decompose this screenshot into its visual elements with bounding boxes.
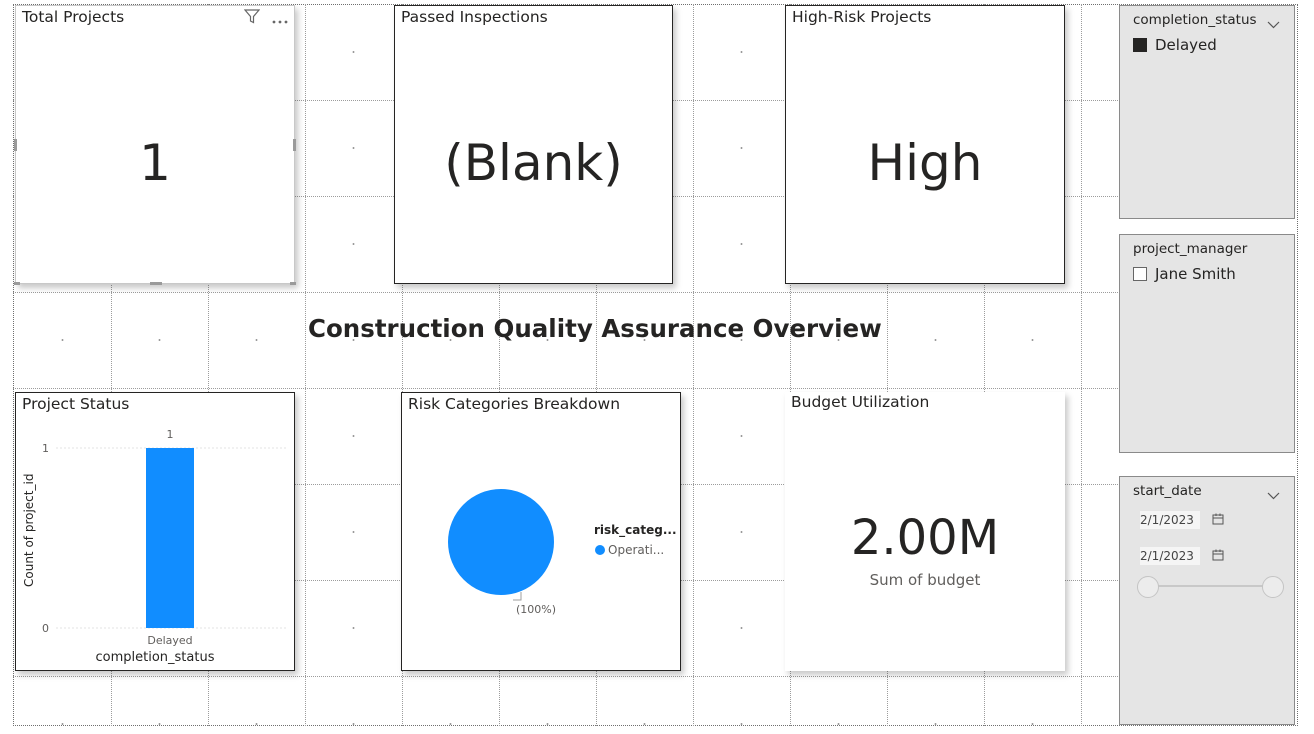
grid-line — [13, 292, 1118, 293]
grid-line — [887, 4, 888, 726]
high-risk-projects-card[interactable]: High-Risk Projects High — [785, 5, 1065, 284]
pie-data-label: (100%) — [516, 603, 557, 616]
card-value: 1 — [139, 134, 171, 192]
bar[interactable] — [146, 448, 194, 628]
slicer-option-jane-smith[interactable]: Jane Smith — [1133, 265, 1236, 283]
completion-status-slicer[interactable]: completion_status Delayed — [1119, 5, 1295, 219]
chevron-down-icon[interactable] — [1267, 14, 1280, 33]
pie-chart-svg — [448, 489, 554, 601]
budget-utilization-card[interactable]: Budget Utilization 2.00M Sum of budget — [785, 392, 1065, 671]
date-range-start-handle[interactable] — [1137, 576, 1159, 598]
calendar-icon[interactable] — [1212, 513, 1224, 528]
project-status-chart[interactable]: Project Status 0 1 1 Delayed Count of proje… — [15, 392, 295, 671]
chart-title: Project Status — [22, 395, 130, 413]
grid-line — [13, 676, 1118, 677]
project-manager-slicer[interactable]: project_manager Jane Smith — [1119, 234, 1295, 453]
card-caption: Sum of budget — [869, 571, 981, 589]
checkbox[interactable] — [1133, 38, 1147, 52]
card-title: Passed Inspections — [401, 8, 548, 26]
legend-item[interactable]: Operati... — [595, 543, 664, 557]
grid-line — [13, 388, 1118, 389]
total-projects-card[interactable]: Total Projects 1 — [14, 5, 296, 285]
start-date-slicer[interactable]: start_date 2/1/2023 2/1/2023 — [1119, 476, 1295, 725]
slicer-header: completion_status — [1133, 12, 1257, 28]
resize-handle[interactable] — [150, 282, 162, 285]
chart-title: Risk Categories Breakdown — [408, 395, 621, 413]
grid-line — [790, 4, 791, 726]
card-title: Total Projects — [22, 8, 125, 26]
legend-marker — [595, 545, 605, 555]
filter-icon[interactable] — [243, 9, 261, 28]
slicer-header: start_date — [1133, 483, 1202, 499]
slicer-option-label: Delayed — [1155, 36, 1217, 54]
more-options-icon[interactable] — [272, 9, 288, 28]
grid-line — [693, 4, 694, 726]
visual-header-tools — [243, 9, 288, 28]
card-title: Budget Utilization — [791, 393, 930, 411]
passed-inspections-card[interactable]: Passed Inspections (Blank) — [394, 5, 673, 284]
resize-handle[interactable] — [290, 282, 296, 285]
risk-categories-chart[interactable]: Risk Categories Breakdown (100%) risk_ca… — [401, 392, 681, 671]
page-border — [13, 4, 1298, 726]
date-range-end-handle[interactable] — [1262, 576, 1284, 598]
date-range-track[interactable] — [1148, 585, 1274, 587]
card-title: High-Risk Projects — [792, 8, 932, 26]
card-value: (Blank) — [444, 134, 623, 192]
checkbox[interactable] — [1133, 267, 1147, 281]
grid-line — [596, 4, 597, 726]
bar-data-label: 1 — [167, 428, 174, 441]
start-date-from[interactable]: 2/1/2023 — [1140, 511, 1224, 529]
slicer-option-label: Jane Smith — [1155, 265, 1236, 283]
legend-item-label: Operati... — [608, 543, 665, 557]
card-value: 2.00M — [850, 510, 1000, 566]
grid-line — [111, 4, 112, 726]
start-date-to[interactable]: 2/1/2023 — [1140, 547, 1224, 565]
grid-line — [208, 4, 209, 726]
slicer-header: project_manager — [1133, 241, 1248, 257]
bar-chart-svg: 0 1 1 Delayed — [42, 428, 286, 647]
calendar-icon[interactable] — [1212, 549, 1224, 564]
x-tick-label: Delayed — [147, 634, 192, 647]
date-to-value[interactable]: 2/1/2023 — [1140, 547, 1200, 565]
chevron-down-icon[interactable] — [1267, 485, 1280, 504]
y-axis-title-text: Count of project_id — [22, 473, 36, 587]
grid-line — [499, 4, 500, 726]
leader-line — [513, 592, 522, 601]
grid-line — [1081, 4, 1082, 726]
card-value: High — [867, 134, 983, 192]
report-title: Construction Quality Assurance Overview — [308, 314, 882, 343]
date-from-value[interactable]: 2/1/2023 — [1140, 511, 1200, 529]
grid-line — [305, 4, 306, 726]
legend-title: risk_categ... — [594, 523, 677, 537]
grid-line — [402, 4, 403, 726]
resize-handle[interactable] — [14, 139, 17, 151]
y-tick-label: 1 — [42, 442, 49, 455]
grid-line — [984, 4, 985, 726]
y-tick-label: 0 — [42, 622, 49, 635]
resize-handle[interactable] — [14, 282, 20, 285]
resize-handle[interactable] — [293, 139, 296, 151]
x-axis-title: completion_status — [95, 650, 215, 665]
pie-slice[interactable] — [448, 489, 554, 595]
slicer-option-delayed[interactable]: Delayed — [1133, 36, 1217, 54]
